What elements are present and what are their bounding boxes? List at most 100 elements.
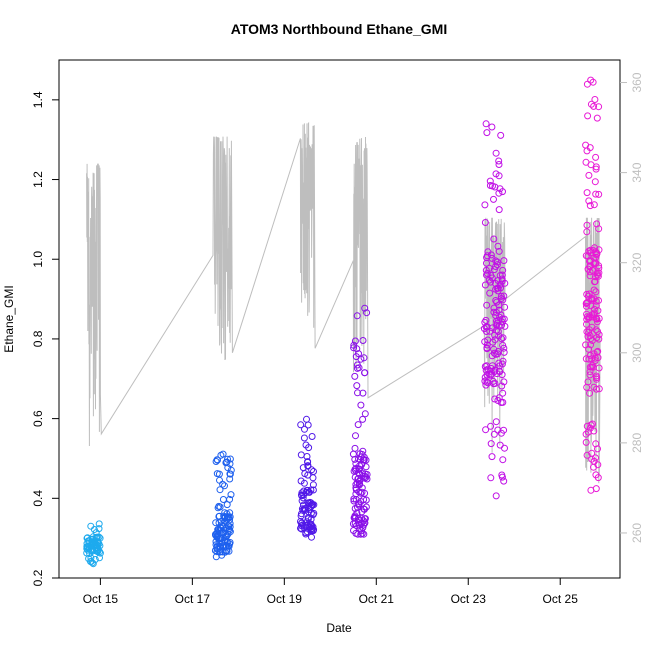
data-point xyxy=(483,301,491,309)
data-point xyxy=(498,275,506,283)
data-point xyxy=(481,281,489,289)
data-point xyxy=(594,474,602,482)
x-tick-label: Oct 25 xyxy=(543,592,579,606)
y-tick-label: 0.4 xyxy=(31,490,45,507)
data-point xyxy=(354,389,361,397)
data-point xyxy=(583,290,591,298)
data-point xyxy=(87,522,95,530)
x-tick-label: Oct 19 xyxy=(267,592,303,606)
data-point xyxy=(481,219,489,226)
data-point xyxy=(226,526,234,534)
data-point xyxy=(501,303,509,311)
data-point xyxy=(491,395,499,403)
data-point xyxy=(587,161,595,169)
data-point xyxy=(587,100,595,108)
data-point xyxy=(93,534,101,542)
data-point xyxy=(217,451,225,459)
data-point xyxy=(486,289,494,297)
data-point xyxy=(594,461,602,469)
data-point xyxy=(492,149,500,157)
data-point xyxy=(592,454,599,462)
data-point xyxy=(482,366,490,374)
data-point xyxy=(586,202,594,210)
data-point xyxy=(498,471,506,479)
y-axis: 0.2 0.4 0.6 0.8 1.0 1.2 1.4 xyxy=(31,91,59,586)
data-point xyxy=(595,190,603,198)
data-point xyxy=(297,518,304,525)
y-tick-label: 0.2 xyxy=(31,569,45,586)
data-point xyxy=(496,362,504,370)
data-point xyxy=(594,307,602,315)
data-point xyxy=(355,501,363,509)
data-point xyxy=(586,363,594,371)
data-point xyxy=(590,201,598,209)
data-point xyxy=(590,305,598,313)
y2-tick-label: 360 xyxy=(630,72,644,92)
data-point xyxy=(495,172,503,180)
data-point xyxy=(223,501,231,509)
data-point xyxy=(499,334,507,342)
data-point xyxy=(304,421,312,429)
data-point xyxy=(304,462,312,470)
data-point xyxy=(304,486,312,494)
data-point xyxy=(595,103,603,111)
data-point xyxy=(360,354,368,362)
data-point xyxy=(587,335,595,343)
data-point xyxy=(307,509,315,517)
data-point xyxy=(497,429,505,437)
data-point xyxy=(589,363,597,371)
data-point xyxy=(583,228,591,236)
data-point xyxy=(486,177,494,185)
y2-tick-label: 260 xyxy=(630,523,644,543)
data-point xyxy=(360,530,368,538)
data-point xyxy=(486,367,494,375)
data-point xyxy=(483,362,491,370)
y2-axis: 260 280 300 320 340 360 xyxy=(620,72,644,543)
data-point xyxy=(591,178,599,186)
y-tick-label: 1.2 xyxy=(31,171,45,188)
data-point xyxy=(588,449,596,457)
data-point xyxy=(355,521,363,529)
data-point xyxy=(494,242,502,250)
data-point xyxy=(301,425,308,433)
data-point xyxy=(590,350,598,358)
data-point xyxy=(490,195,497,203)
data-point xyxy=(310,509,318,517)
data-point xyxy=(583,221,591,229)
data-point xyxy=(585,355,593,363)
data-point xyxy=(298,505,306,513)
data-point xyxy=(355,350,362,358)
data-point xyxy=(301,505,309,512)
data-point xyxy=(360,505,368,513)
data-point xyxy=(594,347,602,355)
data-point xyxy=(226,528,234,536)
data-point xyxy=(493,298,501,306)
data-point xyxy=(360,521,368,529)
data-point xyxy=(350,344,358,352)
data-point xyxy=(361,304,369,312)
data-point xyxy=(585,197,593,205)
data-point xyxy=(592,315,600,323)
data-point xyxy=(481,201,489,209)
data-point xyxy=(363,475,371,483)
data-point xyxy=(492,285,500,293)
data-point xyxy=(583,302,590,310)
data-point xyxy=(582,438,590,446)
data-point xyxy=(498,271,506,279)
data-point xyxy=(592,190,600,198)
data-point xyxy=(585,290,593,298)
data-point xyxy=(495,157,503,165)
chart-title: ATOM3 Northbound Ethane_GMI xyxy=(231,21,447,37)
data-point xyxy=(87,547,95,554)
data-point xyxy=(361,470,369,478)
data-point xyxy=(497,284,505,292)
data-point xyxy=(304,458,312,466)
data-point xyxy=(483,271,490,279)
data-point xyxy=(363,309,371,317)
data-point xyxy=(593,318,601,326)
data-point xyxy=(354,421,362,429)
data-point xyxy=(495,306,503,314)
data-point xyxy=(583,189,591,197)
data-point xyxy=(499,341,507,349)
data-point xyxy=(594,272,602,280)
